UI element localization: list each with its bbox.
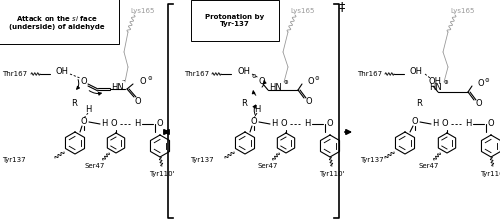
Text: O: O — [110, 119, 117, 129]
Text: H: H — [101, 119, 107, 129]
Text: ··: ·· — [122, 78, 126, 84]
Text: Lys165: Lys165 — [450, 8, 474, 14]
Text: R: R — [71, 99, 77, 109]
Text: O: O — [326, 119, 334, 129]
Text: OH: OH — [410, 67, 423, 75]
Text: HN: HN — [430, 83, 442, 93]
Text: H: H — [254, 105, 260, 113]
Text: HN: HN — [270, 83, 282, 93]
Text: O: O — [258, 77, 266, 87]
Text: R: R — [241, 99, 247, 109]
Text: O: O — [280, 119, 287, 129]
Text: ⊖: ⊖ — [314, 75, 320, 81]
Text: Ser47: Ser47 — [85, 163, 105, 169]
Text: Tyr137: Tyr137 — [2, 157, 26, 163]
Text: O: O — [306, 97, 312, 107]
Text: ⊕: ⊕ — [284, 79, 288, 85]
Text: OH: OH — [428, 77, 442, 87]
Text: Tyr110': Tyr110' — [320, 171, 345, 177]
Text: Lys165: Lys165 — [290, 8, 314, 14]
Text: Tyr137: Tyr137 — [360, 157, 384, 163]
Text: Thr167: Thr167 — [184, 71, 209, 77]
Text: OH: OH — [56, 67, 69, 75]
Text: O: O — [140, 77, 146, 85]
Text: H: H — [134, 119, 140, 129]
Text: Tyr110': Tyr110' — [480, 171, 500, 177]
Text: O: O — [412, 117, 418, 127]
Text: Tyr137: Tyr137 — [190, 157, 214, 163]
Text: Thr167: Thr167 — [357, 71, 382, 77]
Text: OH: OH — [237, 67, 250, 75]
Text: O: O — [134, 97, 141, 105]
Text: O: O — [156, 119, 164, 129]
Text: H: H — [85, 105, 91, 113]
Text: Ser47: Ser47 — [258, 163, 278, 169]
Text: H: H — [304, 119, 310, 129]
Text: Protonation by
Tyr-137: Protonation by Tyr-137 — [206, 14, 264, 27]
Text: O: O — [250, 117, 258, 127]
Text: Lys165: Lys165 — [130, 8, 154, 14]
Text: H: H — [465, 119, 471, 129]
Text: ⊕: ⊕ — [444, 79, 448, 85]
Text: HN: HN — [112, 83, 124, 93]
Text: Attack on the $si$ face
(underside) of aldehyde: Attack on the $si$ face (underside) of a… — [9, 14, 105, 30]
Text: O: O — [80, 117, 87, 127]
Text: O: O — [308, 77, 314, 85]
Text: O: O — [478, 79, 484, 87]
Text: O: O — [488, 119, 494, 129]
Text: ⊖: ⊖ — [252, 75, 256, 79]
Text: H: H — [432, 119, 438, 129]
Text: Thr167: Thr167 — [2, 71, 27, 77]
Text: O: O — [80, 77, 87, 87]
Text: ‡: ‡ — [339, 0, 345, 14]
Text: Ser47: Ser47 — [419, 163, 439, 169]
Text: Tyr110': Tyr110' — [149, 171, 175, 177]
Text: O: O — [476, 99, 482, 109]
Text: ⊖: ⊖ — [148, 75, 152, 81]
Text: H: H — [271, 119, 277, 129]
Text: ⊖: ⊖ — [484, 77, 490, 83]
Text: R: R — [416, 99, 422, 109]
Text: O: O — [442, 119, 448, 129]
